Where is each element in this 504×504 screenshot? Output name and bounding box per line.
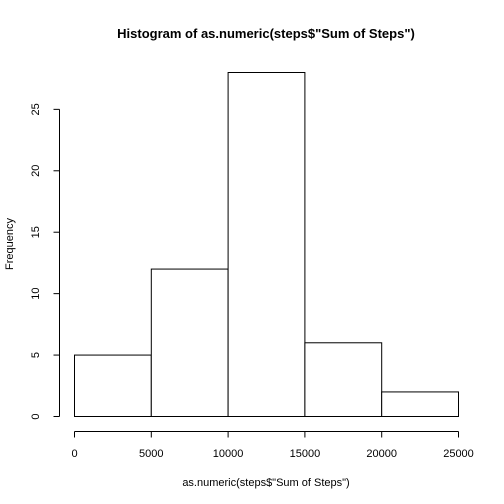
histogram-bar-2 (227, 72, 306, 417)
y-tick-label-4: 20 (30, 165, 42, 177)
histogram-bar-4 (381, 391, 460, 417)
bars-layer (74, 72, 460, 418)
y-tick-label-2: 10 (30, 288, 42, 300)
y-tick-label-5: 25 (30, 103, 42, 115)
x-tick-label-4: 20000 (366, 448, 397, 460)
y-axis-label: Frequency (4, 218, 16, 270)
x-tick-label-5: 25000 (443, 448, 474, 460)
x-axis: 0 5000 10000 15000 20000 25000 (71, 431, 474, 460)
x-tick-label-2: 10000 (213, 448, 244, 460)
y-axis: 0 5 10 15 20 25 (30, 103, 60, 420)
chart-title: Histogram of as.numeric(steps$"Sum of St… (117, 26, 415, 41)
x-tick-label-1: 5000 (139, 448, 163, 460)
y-tick-label-3: 15 (30, 226, 42, 238)
histogram-bar-0 (74, 354, 152, 418)
y-tick-label-1: 5 (30, 352, 42, 358)
y-tick-label-0: 0 (30, 413, 42, 419)
histogram-bar-3 (304, 342, 383, 417)
x-tick-label-3: 15000 (290, 448, 321, 460)
x-axis-label: as.numeric(steps$"Sum of Steps") (182, 477, 349, 489)
x-tick-label-0: 0 (71, 448, 77, 460)
histogram-bar-1 (150, 268, 229, 418)
